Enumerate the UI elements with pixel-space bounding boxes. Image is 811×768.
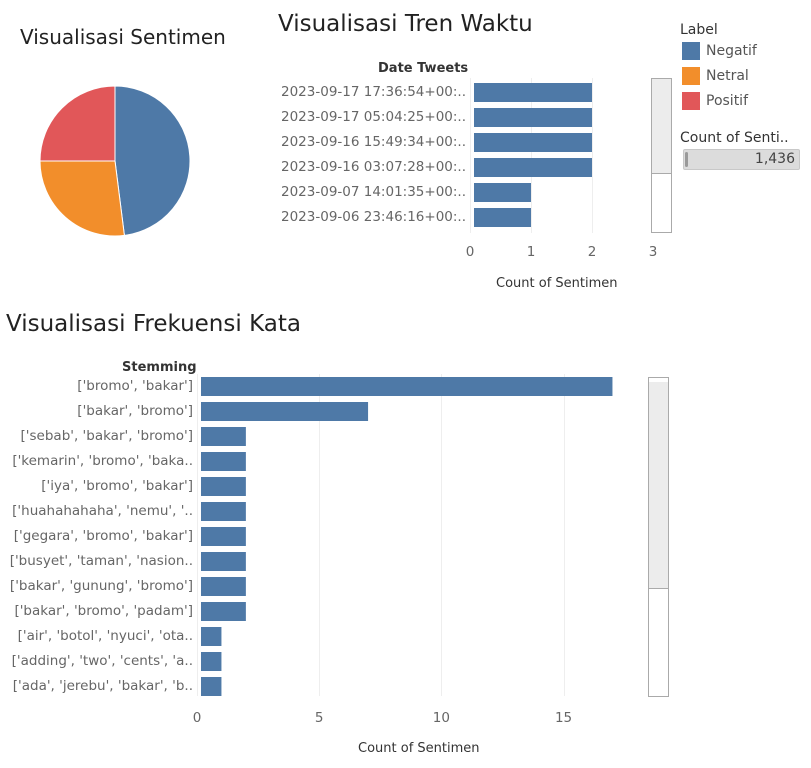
- pie-slice-netral[interactable]: [39, 160, 125, 237]
- bar[interactable]: [474, 208, 531, 227]
- axis-tick-label: 0: [192, 710, 202, 726]
- row-label: ['gegara', 'bromo', 'bakar']: [13, 527, 193, 544]
- bar[interactable]: [201, 402, 369, 421]
- bar[interactable]: [201, 652, 222, 671]
- bar[interactable]: [474, 108, 592, 127]
- legend-swatch: [682, 92, 700, 110]
- bar[interactable]: [201, 477, 246, 496]
- row-label: ['bakar', 'bromo', 'padam']: [14, 602, 193, 619]
- legend-item-netral[interactable]: Netral: [682, 67, 749, 85]
- axis-tick-label: 15: [554, 710, 573, 726]
- frequency-scroll-thumb[interactable]: [649, 382, 668, 589]
- pie-slice-positif[interactable]: [39, 85, 116, 162]
- axis-tick-label: 0: [465, 244, 475, 260]
- legend-label: Netral: [706, 68, 749, 84]
- axis-tick-label: 1: [526, 244, 536, 260]
- legend-swatch: [682, 42, 700, 60]
- frequency-axis-title: Count of Sentimen: [358, 741, 480, 756]
- bar[interactable]: [201, 427, 246, 446]
- sentiment-pie-chart[interactable]: [30, 76, 200, 246]
- axis-tick-label: 3: [648, 244, 658, 260]
- bar[interactable]: [201, 577, 246, 596]
- frequency-title: Visualisasi Frekuensi Kata: [6, 311, 301, 337]
- legend-label: Positif: [706, 93, 748, 109]
- trend-scroll-thumb[interactable]: [652, 79, 671, 174]
- bar[interactable]: [201, 377, 613, 396]
- size-legend-marker: [685, 152, 688, 167]
- size-legend: Count of Senti.. 1,436: [680, 128, 805, 178]
- row-label: 2023-09-16 03:07:28+00:..: [281, 158, 466, 175]
- row-label: ['huahahahaha', 'nemu', '..: [12, 502, 193, 519]
- bar[interactable]: [474, 83, 592, 102]
- row-label: ['bakar', 'bromo']: [77, 402, 193, 419]
- row-label: ['sebab', 'bakar', 'bromo']: [20, 427, 193, 444]
- row-label: ['bakar', 'gunung', 'bromo']: [9, 577, 193, 594]
- row-label: 2023-09-16 15:49:34+00:..: [281, 133, 466, 150]
- bar[interactable]: [474, 158, 592, 177]
- frequency-scrollbar[interactable]: [648, 377, 669, 697]
- bar[interactable]: [201, 502, 246, 521]
- row-label: ['bromo', 'bakar']: [77, 377, 193, 394]
- bar[interactable]: [201, 627, 222, 646]
- row-label: 2023-09-06 23:46:16+00:..: [281, 208, 466, 225]
- size-legend-title: Count of Senti..: [680, 130, 789, 146]
- row-label: ['air', 'botol', 'nyuci', 'ota..: [17, 627, 193, 644]
- legend-item-negatif[interactable]: Negatif: [682, 42, 757, 60]
- legend-title: Label: [680, 22, 718, 38]
- row-label: 2023-09-17 17:36:54+00:..: [281, 83, 466, 100]
- axis-tick-label: 2: [587, 244, 597, 260]
- color-legend: Label Negatif Netral Positif: [680, 20, 800, 115]
- legend-label: Negatif: [706, 43, 757, 59]
- bar[interactable]: [201, 602, 246, 621]
- row-label: ['busyet', 'taman', 'nasion..: [9, 552, 193, 569]
- row-label: ['iya', 'bromo', 'bakar']: [41, 477, 193, 494]
- pie-slice-negatif[interactable]: [114, 85, 191, 236]
- bar[interactable]: [474, 183, 531, 202]
- trend-bar-chart[interactable]: [470, 78, 652, 236]
- size-legend-value: 1,436: [754, 151, 795, 167]
- size-legend-bar: 1,436: [683, 149, 800, 170]
- trend-field-label: Date Tweets: [378, 61, 469, 76]
- row-label: 2023-09-07 14:01:35+00:..: [281, 183, 466, 200]
- legend-swatch: [682, 67, 700, 85]
- trend-title: Visualisasi Tren Waktu: [278, 11, 533, 37]
- row-label: ['kemarin', 'bromo', 'baka..: [12, 452, 193, 469]
- bar[interactable]: [201, 527, 246, 546]
- trend-scrollbar[interactable]: [651, 78, 672, 233]
- bar[interactable]: [201, 677, 222, 696]
- legend-item-positif[interactable]: Positif: [682, 92, 748, 110]
- bar[interactable]: [201, 452, 246, 471]
- sentiment-title: Visualisasi Sentimen: [20, 25, 226, 49]
- row-label: ['adding', 'two', 'cents', 'a..: [11, 652, 193, 669]
- trend-axis-title: Count of Sentimen: [496, 276, 618, 291]
- row-label: ['ada', 'jerebu', 'bakar', 'b..: [12, 677, 193, 694]
- bar[interactable]: [474, 133, 592, 152]
- axis-tick-label: 10: [432, 710, 450, 726]
- bar[interactable]: [201, 552, 246, 571]
- row-label: 2023-09-17 05:04:25+00:..: [281, 108, 466, 125]
- axis-tick-label: 5: [314, 710, 324, 726]
- frequency-field-label: Stemming: [122, 360, 197, 375]
- frequency-bar-chart[interactable]: [197, 374, 647, 696]
